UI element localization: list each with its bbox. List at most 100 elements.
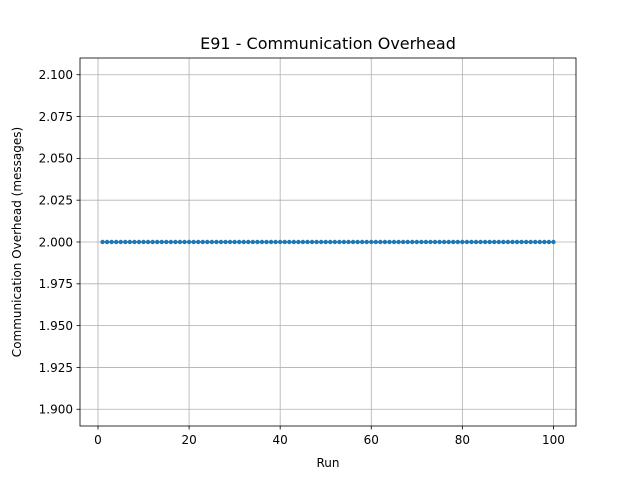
- x-tick-label: 100: [542, 433, 565, 447]
- data-point: [473, 239, 479, 245]
- data-point: [533, 239, 538, 245]
- data-point: [519, 239, 524, 245]
- data-point: [551, 239, 556, 245]
- data-point: [305, 239, 310, 245]
- data-point: [514, 239, 520, 245]
- data-point: [155, 239, 160, 245]
- data-point: [337, 239, 342, 245]
- data-point: [173, 239, 178, 245]
- chart-title: E91 - Communication Overhead: [200, 34, 456, 53]
- data-point: [209, 239, 215, 245]
- data-point: [464, 239, 470, 245]
- data-point: [168, 239, 174, 245]
- data-point: [419, 239, 424, 245]
- data-point: [232, 239, 237, 245]
- data-point: [236, 239, 242, 245]
- data-point: [191, 239, 196, 245]
- data-point: [104, 239, 110, 245]
- x-tick-label: 80: [455, 433, 470, 447]
- x-tick-label: 40: [273, 433, 288, 447]
- plot-data: [100, 239, 556, 245]
- data-point: [432, 239, 438, 245]
- data-point: [132, 239, 137, 245]
- data-point: [546, 239, 552, 245]
- data-point: [428, 239, 433, 245]
- data-point: [382, 239, 388, 245]
- data-point: [542, 239, 547, 245]
- x-tick-label: 20: [181, 433, 196, 447]
- data-point: [223, 239, 228, 245]
- data-point: [118, 239, 123, 245]
- data-point: [246, 239, 251, 245]
- data-point: [273, 239, 278, 245]
- y-tick-label: 1.900: [39, 403, 73, 417]
- data-point: [114, 239, 119, 245]
- data-point: [314, 239, 319, 245]
- data-point: [291, 239, 297, 245]
- data-point: [186, 239, 192, 245]
- data-point: [205, 239, 210, 245]
- data-point: [277, 239, 283, 245]
- data-point: [387, 239, 392, 245]
- data-point: [200, 239, 205, 245]
- data-point: [469, 239, 474, 245]
- data-point: [410, 239, 415, 245]
- data-point: [164, 239, 169, 245]
- data-point: [369, 239, 374, 245]
- data-point: [159, 239, 164, 245]
- data-point: [505, 239, 511, 245]
- data-point: [136, 239, 142, 245]
- data-point: [501, 239, 506, 245]
- data-point: [127, 239, 133, 245]
- data-point: [309, 239, 315, 245]
- axis-ticks: 0 20 40 60 80 100 1.900 1.925 1.950 1.975 2.000 2.0…: [39, 68, 565, 447]
- data-point: [350, 239, 356, 245]
- data-point: [378, 239, 383, 245]
- y-axis-label: Communication Overhead (messages): [10, 127, 24, 357]
- data-point: [287, 239, 292, 245]
- data-point: [264, 239, 269, 245]
- data-point: [373, 239, 379, 245]
- data-point: [328, 239, 333, 245]
- y-tick-label: 1.975: [39, 277, 73, 291]
- data-point: [446, 239, 451, 245]
- data-point: [268, 239, 274, 245]
- data-point: [355, 239, 360, 245]
- data-point: [437, 239, 442, 245]
- data-point: [364, 239, 369, 245]
- data-point: [255, 239, 260, 245]
- data-point: [259, 239, 265, 245]
- data-point: [510, 239, 515, 245]
- data-point: [451, 239, 456, 245]
- data-point: [400, 239, 406, 245]
- data-point: [455, 239, 461, 245]
- data-point: [537, 239, 542, 245]
- x-tick-label: 0: [94, 433, 102, 447]
- y-tick-label: 2.050: [39, 152, 73, 166]
- data-point: [296, 239, 301, 245]
- data-point: [405, 239, 410, 245]
- data-point: [414, 239, 420, 245]
- y-tick-label: 2.075: [39, 110, 73, 124]
- data-point: [150, 239, 155, 245]
- data-point: [482, 239, 488, 245]
- data-point: [359, 239, 365, 245]
- data-point: [182, 239, 187, 245]
- data-point: [123, 239, 128, 245]
- data-point: [396, 239, 401, 245]
- data-point: [346, 239, 351, 245]
- data-point: [109, 239, 114, 245]
- x-tick-label: 60: [364, 433, 379, 447]
- data-point: [300, 239, 306, 245]
- data-point: [100, 239, 105, 245]
- data-point: [460, 239, 465, 245]
- data-point: [177, 239, 183, 245]
- data-point: [214, 239, 219, 245]
- data-point: [492, 239, 497, 245]
- data-point: [487, 239, 492, 245]
- data-point: [250, 239, 256, 245]
- data-point: [195, 239, 201, 245]
- data-point: [282, 239, 287, 245]
- y-tick-label: 1.950: [39, 319, 73, 333]
